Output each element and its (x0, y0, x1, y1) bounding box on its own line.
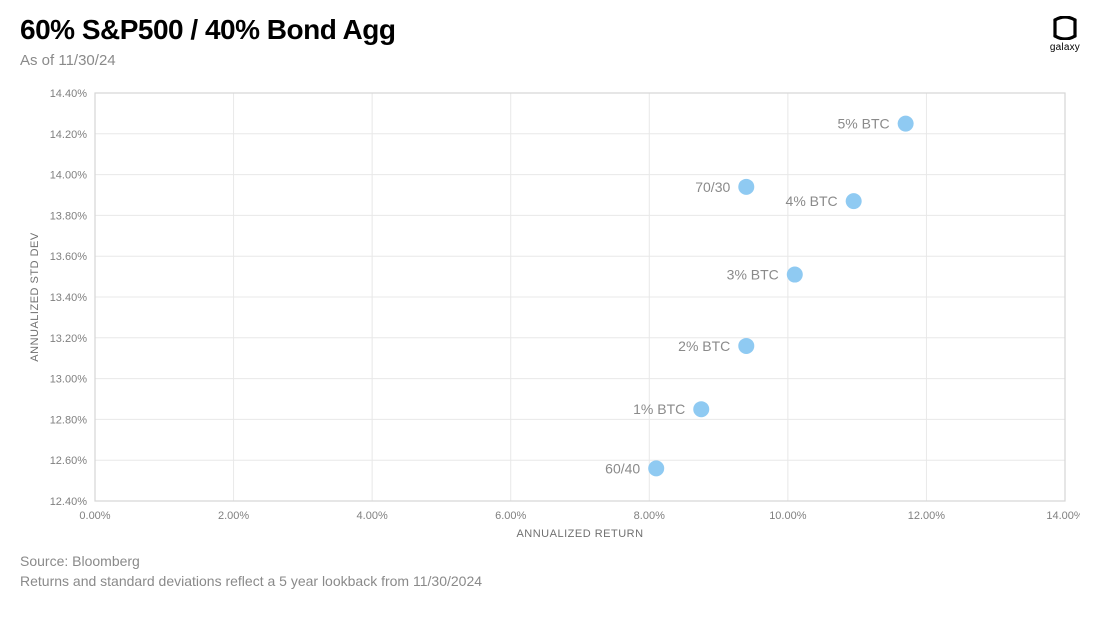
data-point (648, 460, 664, 476)
y-tick-label: 13.80% (50, 210, 88, 222)
y-tick-label: 13.20% (50, 333, 88, 345)
data-point-label: 60/40 (605, 460, 640, 476)
header-row: 60% S&P500 / 40% Bond Agg As of 11/30/24… (20, 14, 1080, 69)
x-tick-label: 8.00% (634, 510, 665, 522)
data-point-label: 1% BTC (633, 401, 685, 417)
data-point (738, 338, 754, 354)
y-axis-label: ANNUALIZED STD DEV (29, 232, 41, 362)
scatter-chart: 0.00% 2.00% 4.00% 6.00% 8.00% 10.00% 12.00% 14.… (20, 87, 1080, 545)
brand-name: galaxy (1050, 42, 1080, 53)
data-point-label: 2% BTC (678, 338, 730, 354)
footer-note: Returns and standard deviations reflect … (20, 571, 1080, 591)
x-tick-label: 2.00% (218, 510, 249, 522)
chart-title: 60% S&P500 / 40% Bond Agg (20, 14, 395, 46)
y-tick-label: 14.20% (50, 129, 88, 141)
data-point-label: 70/30 (695, 179, 730, 195)
data-point (787, 267, 803, 283)
galaxy-logo-icon (1051, 16, 1079, 40)
y-tick-label: 14.00% (50, 170, 88, 182)
header-left: 60% S&P500 / 40% Bond Agg As of 11/30/24 (20, 14, 395, 69)
y-tick-label: 14.40% (50, 88, 88, 100)
chart-area: 0.00% 2.00% 4.00% 6.00% 8.00% 10.00% 12.00% 14.… (20, 87, 1080, 545)
x-axis-label: ANNUALIZED RETURN (516, 528, 643, 540)
data-point (693, 401, 709, 417)
y-tick-label: 12.60% (50, 455, 88, 467)
footer-source: Source: Bloomberg (20, 551, 1080, 571)
data-point-label: 3% BTC (727, 267, 779, 283)
data-point-label: 5% BTC (838, 116, 890, 132)
x-tick-label: 0.00% (79, 510, 110, 522)
y-tick-label: 13.40% (50, 292, 88, 304)
x-tick-label: 12.00% (908, 510, 946, 522)
data-point-label: 4% BTC (786, 193, 838, 209)
chart-footer: Source: Bloomberg Returns and standard d… (20, 551, 1080, 592)
y-tick-label: 13.00% (50, 374, 88, 386)
x-tick-label: 14.00% (1046, 510, 1080, 522)
chart-subtitle: As of 11/30/24 (20, 52, 395, 69)
chart-container: 60% S&P500 / 40% Bond Agg As of 11/30/24… (0, 0, 1100, 617)
x-tick-label: 6.00% (495, 510, 526, 522)
data-point (846, 193, 862, 209)
y-tick-label: 12.40% (50, 496, 88, 508)
y-tick-label: 13.60% (50, 251, 88, 263)
brand-logo: galaxy (1050, 16, 1080, 53)
y-tick-label: 12.80% (50, 414, 88, 426)
data-point (738, 179, 754, 195)
x-tick-label: 10.00% (769, 510, 807, 522)
x-tick-label: 4.00% (357, 510, 388, 522)
data-point (898, 116, 914, 132)
